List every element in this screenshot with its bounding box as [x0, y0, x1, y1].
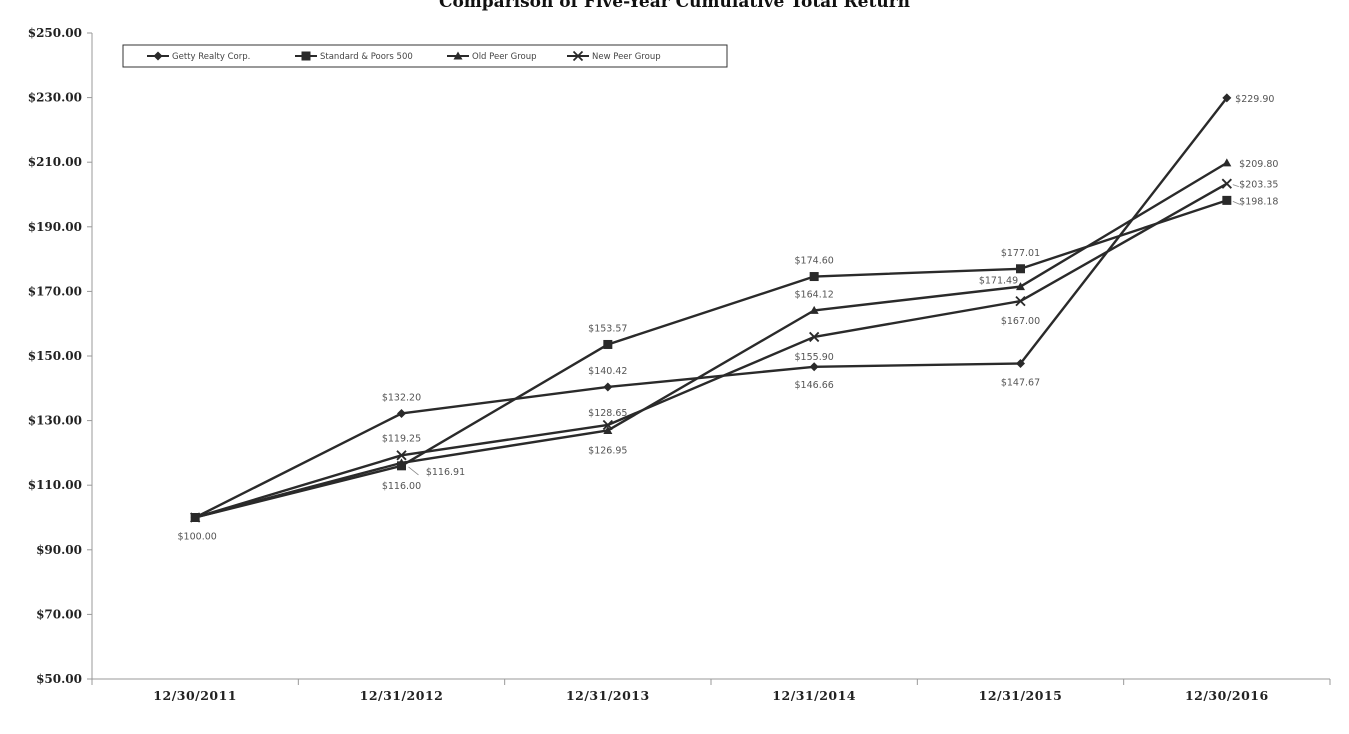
y-tick-label: $230.00	[28, 91, 82, 105]
data-label-standard-poors-500: $198.18	[1239, 196, 1278, 207]
data-label-getty-realty-corp: $132.20	[382, 392, 421, 403]
data-label-new-peer-group: $155.90	[795, 352, 834, 363]
x-tick-label: 12/31/2014	[772, 688, 856, 703]
data-label-new-peer-group: $128.65	[588, 408, 627, 419]
legend: Getty Realty Corp. Standard & Poors 500 Ol…	[122, 44, 728, 68]
data-label-new-peer-group: $119.25	[382, 433, 421, 444]
legend-marker	[153, 51, 163, 61]
data-label-getty-realty-corp: $147.67	[1001, 378, 1040, 389]
leader-line	[1232, 184, 1239, 188]
data-point-getty-realty-corp	[603, 382, 613, 392]
leader-line	[1232, 201, 1240, 205]
data-point-new-peer-group	[396, 450, 407, 461]
y-tick-label: $190.00	[28, 220, 82, 234]
data-label-old-peer-group: $171.49	[979, 276, 1018, 287]
x-tick-label: 12/30/2011	[153, 688, 237, 703]
data-label-old-peer-group: $126.95	[588, 445, 627, 456]
data-point-old-peer-group	[603, 425, 613, 434]
data-label-standard-poors-500: $153.57	[588, 323, 627, 334]
chart-axes: $50.00 $70.00 $90.00 $110.00 $130.00 $150.00 $…	[28, 26, 1331, 703]
data-point-old-peer-group	[1016, 282, 1025, 291]
legend-label: Getty Realty Corp.	[172, 52, 250, 62]
series-markers	[190, 93, 1232, 523]
y-tick-label: $210.00	[28, 155, 82, 169]
data-label-old-peer-group: $209.80	[1239, 159, 1278, 170]
data-point-old-peer-group	[397, 458, 406, 467]
legend-label: Old Peer Group	[472, 52, 537, 62]
series-line-old-peer-group	[194, 161, 1228, 519]
x-tick-label: 12/31/2012	[360, 688, 444, 703]
data-point-new-peer-group	[1221, 178, 1232, 189]
data-label-new-peer-group: $203.35	[1239, 180, 1278, 191]
leader-line	[408, 466, 419, 476]
series-line-new-peer-group	[194, 182, 1228, 519]
legend-marker	[453, 51, 463, 60]
data-label-getty-realty-corp: $140.42	[588, 366, 627, 377]
data-label-new-peer-group: $167.00	[1001, 316, 1040, 327]
chart-title: Comparison of Five-Year Cumulative Total…	[438, 0, 911, 12]
data-point-getty-realty-corp	[397, 408, 406, 418]
y-tick-label: $70.00	[36, 607, 82, 621]
data-label-getty-realty-corp: $229.90	[1235, 94, 1274, 105]
data-point-new-peer-group	[1015, 295, 1026, 307]
legend-item-standard-poors-500: Standard & Poors 500	[295, 51, 413, 62]
data-point-new-peer-group	[602, 419, 613, 431]
y-tick-label: $90.00	[36, 543, 82, 557]
data-point-standard-poors-500	[603, 339, 613, 349]
data-point-old-peer-group	[809, 305, 819, 314]
legend-label: New Peer Group	[592, 52, 661, 62]
y-tick-label: $110.00	[28, 478, 82, 492]
legend-marker	[301, 51, 311, 61]
data-label-standard-poors-500: $174.60	[795, 256, 834, 267]
series-line-getty-realty-corp	[194, 97, 1228, 519]
x-tick-label: 12/31/2013	[566, 688, 650, 703]
legend-item-old-peer-group: Old Peer Group	[447, 51, 537, 62]
data-label-old-peer-group: $164.12	[795, 289, 834, 300]
legend-marker	[572, 50, 584, 62]
y-tick-label: $250.00	[28, 26, 82, 40]
data-label-standard-poors-500: $116.00	[382, 481, 421, 492]
legend-item-getty-realty-corp: Getty Realty Corp.	[147, 51, 250, 62]
data-point-getty-realty-corp	[1016, 359, 1025, 369]
x-tick-label: 12/30/2016	[1185, 688, 1269, 703]
data-point-getty-realty-corp	[809, 362, 819, 372]
data-point-old-peer-group	[1222, 158, 1232, 167]
y-tick-label: $50.00	[36, 672, 82, 686]
data-point-standard-poors-500	[809, 272, 819, 282]
series-lines	[194, 97, 1228, 519]
legend-box	[122, 44, 728, 68]
data-point-new-peer-group	[190, 512, 201, 523]
data-labels: $100.00 $132.20 $140.42 $146.66 $147.67 $229.…	[178, 94, 1279, 543]
data-point-getty-realty-corp	[1222, 93, 1232, 103]
data-point-standard-poors-500	[1016, 264, 1025, 274]
data-label-getty-realty-corp: $146.66	[795, 380, 834, 391]
y-tick-label: $150.00	[28, 349, 82, 363]
legend-item-new-peer-group: New Peer Group	[567, 50, 661, 62]
y-tick-label: $170.00	[28, 284, 82, 298]
data-label-old-peer-group: $116.91	[426, 467, 465, 478]
y-tick-label: $130.00	[28, 414, 82, 428]
data-point-new-peer-group	[809, 331, 820, 343]
x-tick-label: 12/31/2015	[979, 688, 1063, 703]
series-line-standard-poors-500	[194, 199, 1228, 519]
data-label-getty-realty-corp: $100.00	[178, 532, 217, 543]
data-label-standard-poors-500: $177.01	[1001, 248, 1040, 259]
legend-label: Standard & Poors 500	[320, 52, 413, 62]
data-point-standard-poors-500	[1222, 195, 1232, 205]
